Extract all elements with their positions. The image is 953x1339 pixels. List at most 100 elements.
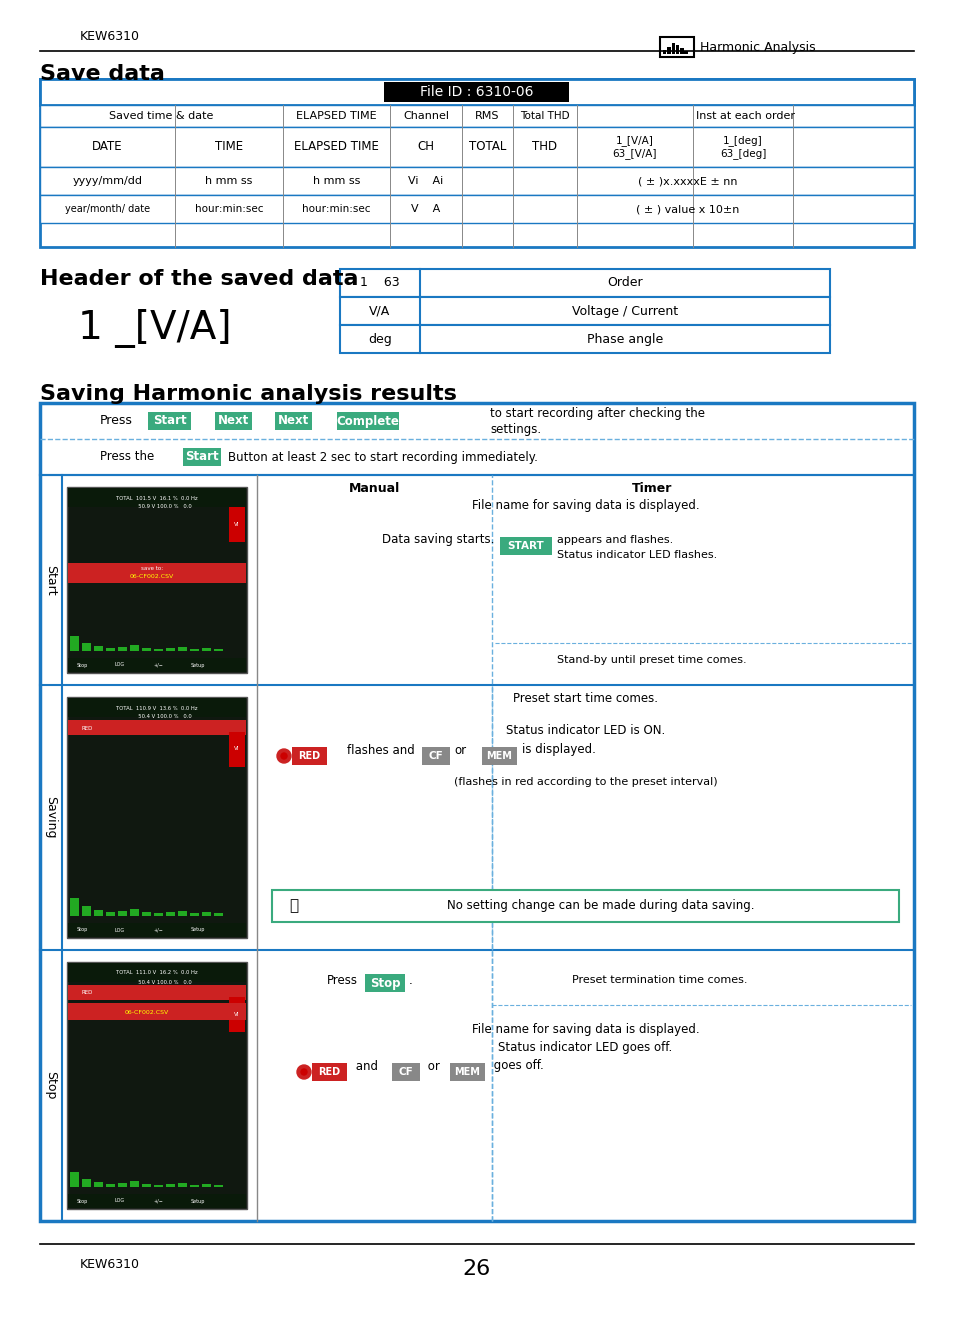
- Bar: [68, 1003, 246, 1020]
- Text: Save data: Save data: [40, 64, 165, 84]
- Text: VI: VI: [234, 1011, 239, 1016]
- Bar: [339, 297, 829, 325]
- Text: Press: Press: [100, 415, 132, 427]
- Text: CF: CF: [398, 1067, 413, 1077]
- Bar: [153, 1185, 163, 1186]
- Text: year/month/ date: year/month/ date: [65, 204, 150, 214]
- Text: THD: THD: [532, 141, 557, 154]
- Bar: [106, 912, 115, 916]
- Bar: [178, 1182, 187, 1186]
- Bar: [684, 51, 687, 54]
- Text: ELAPSED TIME: ELAPSED TIME: [294, 141, 378, 154]
- Text: Press: Press: [327, 973, 357, 987]
- Circle shape: [281, 753, 287, 759]
- Bar: [292, 747, 327, 765]
- Text: TOTAL  101.5 V  16.1 %  0.0 Hz: TOTAL 101.5 V 16.1 % 0.0 Hz: [116, 495, 197, 501]
- Bar: [68, 1194, 246, 1208]
- Bar: [166, 1184, 174, 1186]
- Text: Next: Next: [217, 415, 249, 427]
- Text: +/−: +/−: [152, 1198, 163, 1204]
- Bar: [166, 648, 174, 651]
- Text: Manual: Manual: [349, 482, 400, 494]
- Bar: [82, 643, 91, 651]
- Bar: [202, 648, 211, 651]
- Bar: [421, 747, 450, 765]
- Bar: [82, 1180, 91, 1186]
- Text: Start: Start: [45, 565, 57, 596]
- Bar: [40, 403, 913, 1221]
- Bar: [68, 657, 246, 672]
- Text: Voltage / Current: Voltage / Current: [572, 304, 678, 317]
- Bar: [118, 1182, 127, 1186]
- Bar: [178, 647, 187, 651]
- Text: Start: Start: [185, 450, 218, 463]
- Text: 50.4 V 100.0 %   0.0: 50.4 V 100.0 % 0.0: [122, 715, 192, 719]
- Text: RED: RED: [81, 991, 92, 995]
- Text: TOTAL  111.0 V  16.2 %  0.0 Hz: TOTAL 111.0 V 16.2 % 0.0 Hz: [116, 971, 197, 976]
- Text: Total THD: Total THD: [519, 111, 569, 121]
- Circle shape: [301, 1069, 307, 1075]
- Text: LOG: LOG: [115, 663, 125, 668]
- Text: Stop: Stop: [77, 663, 89, 668]
- Text: 50.9 V 100.0 %   0.0: 50.9 V 100.0 % 0.0: [122, 505, 192, 510]
- Bar: [659, 37, 693, 58]
- Bar: [153, 649, 163, 651]
- Text: Saving: Saving: [45, 797, 57, 838]
- Text: ELAPSED TIME: ELAPSED TIME: [295, 111, 376, 121]
- Text: 🔒: 🔒: [289, 898, 298, 913]
- Bar: [130, 909, 139, 916]
- Bar: [94, 645, 103, 651]
- Text: Stop: Stop: [370, 976, 400, 990]
- Bar: [213, 1185, 223, 1186]
- Bar: [339, 325, 829, 353]
- Text: and: and: [352, 1059, 377, 1073]
- Text: Inst at each order: Inst at each order: [696, 111, 794, 121]
- Bar: [202, 1184, 211, 1186]
- Text: Press the: Press the: [100, 450, 154, 463]
- Bar: [190, 1185, 199, 1186]
- Text: RMS: RMS: [475, 111, 499, 121]
- Bar: [190, 913, 199, 916]
- Bar: [130, 645, 139, 651]
- Text: Timer: Timer: [631, 482, 672, 494]
- Text: Saving Harmonic analysis results: Saving Harmonic analysis results: [40, 384, 456, 404]
- Bar: [679, 48, 683, 54]
- Text: Phase angle: Phase angle: [586, 332, 662, 345]
- Bar: [106, 1184, 115, 1186]
- Bar: [213, 913, 223, 916]
- Text: TOTAL  110.9 V  13.6 %  0.0 Hz: TOTAL 110.9 V 13.6 % 0.0 Hz: [116, 706, 197, 711]
- Bar: [40, 79, 913, 246]
- Bar: [450, 1063, 484, 1081]
- Circle shape: [296, 1065, 311, 1079]
- Bar: [68, 986, 246, 1000]
- Bar: [481, 747, 517, 765]
- Bar: [68, 923, 246, 937]
- Bar: [142, 912, 151, 916]
- Bar: [190, 649, 199, 651]
- Bar: [142, 1184, 151, 1186]
- Text: Next: Next: [277, 415, 309, 427]
- Text: Stop: Stop: [45, 1071, 57, 1099]
- Bar: [68, 562, 246, 582]
- Bar: [671, 43, 675, 54]
- Text: RED: RED: [317, 1067, 339, 1077]
- Text: to start recording after checking the: to start recording after checking the: [490, 407, 704, 420]
- Bar: [675, 46, 679, 54]
- Text: ( ± )x.xxxxE ± nn: ( ± )x.xxxxE ± nn: [638, 175, 737, 186]
- Text: h mm ss: h mm ss: [205, 175, 253, 186]
- Bar: [67, 961, 247, 1209]
- Bar: [666, 47, 670, 54]
- Bar: [106, 648, 115, 651]
- Text: START: START: [507, 541, 544, 552]
- Text: CF: CF: [428, 751, 443, 761]
- Text: appears and flashes.: appears and flashes.: [557, 536, 673, 545]
- Text: ( ± ) value x 10±n: ( ± ) value x 10±n: [636, 204, 739, 214]
- Text: 1_[deg]
63_[deg]: 1_[deg] 63_[deg]: [720, 135, 765, 159]
- Text: (flashes in red according to the preset interval): (flashes in red according to the preset …: [454, 777, 717, 787]
- Text: Complete: Complete: [336, 415, 398, 427]
- Bar: [118, 647, 127, 651]
- Bar: [312, 1063, 347, 1081]
- Bar: [148, 412, 191, 430]
- Bar: [40, 167, 913, 195]
- Text: Status indicator LED goes off.: Status indicator LED goes off.: [497, 1040, 672, 1054]
